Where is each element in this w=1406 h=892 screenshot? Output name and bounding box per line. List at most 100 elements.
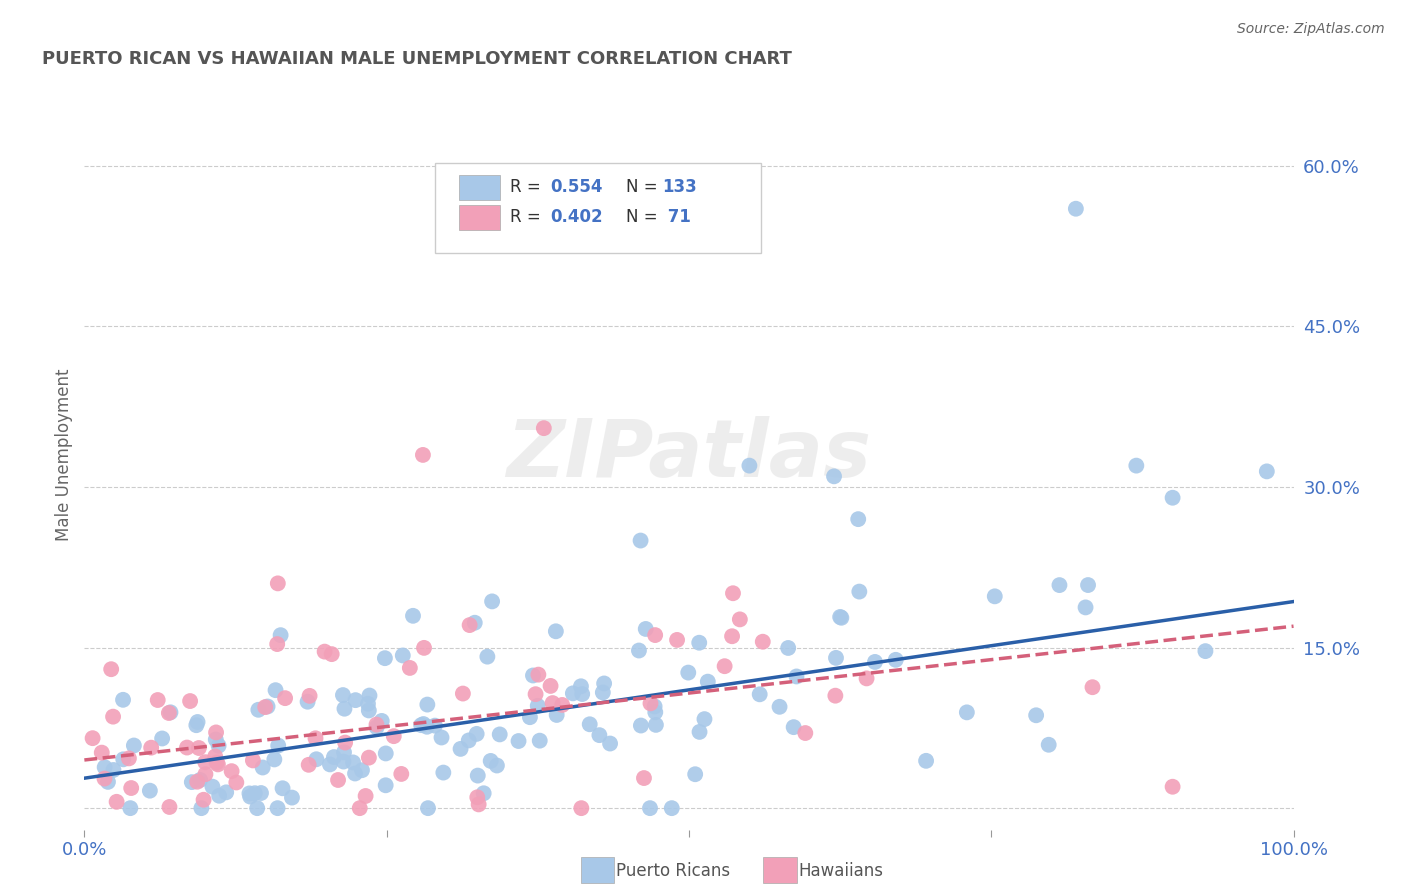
Point xyxy=(413,640,436,655)
Point xyxy=(540,679,562,693)
FancyBboxPatch shape xyxy=(460,204,501,230)
Point xyxy=(187,741,209,756)
Text: ZIPatlas: ZIPatlas xyxy=(506,416,872,494)
Point xyxy=(524,687,547,701)
Point xyxy=(465,727,488,741)
Point xyxy=(374,778,396,792)
Point xyxy=(326,772,349,787)
Point xyxy=(215,785,238,799)
Point xyxy=(357,703,380,717)
Point xyxy=(112,693,135,707)
Point xyxy=(190,801,212,815)
Point xyxy=(464,615,486,630)
Point xyxy=(416,698,439,712)
Point xyxy=(689,725,711,739)
Point xyxy=(298,689,321,703)
Point xyxy=(823,469,845,483)
Point xyxy=(221,764,243,779)
Point xyxy=(90,746,112,760)
Point xyxy=(519,710,541,724)
Point xyxy=(357,697,380,711)
Point xyxy=(314,645,336,659)
Point xyxy=(640,697,662,711)
Point xyxy=(430,731,453,745)
Point xyxy=(488,727,510,741)
Point xyxy=(194,767,217,781)
Point xyxy=(239,789,262,804)
Point xyxy=(332,755,354,769)
Point xyxy=(264,683,287,698)
Point xyxy=(256,699,278,714)
Point xyxy=(250,786,273,800)
Point xyxy=(319,757,342,772)
Point xyxy=(120,801,142,815)
Point xyxy=(956,706,979,720)
Point xyxy=(100,662,122,676)
Point xyxy=(366,717,388,731)
Point xyxy=(267,739,290,753)
Point xyxy=(412,448,434,462)
Point xyxy=(863,655,886,669)
Point xyxy=(305,752,328,766)
Point xyxy=(644,699,666,714)
Point xyxy=(342,756,364,770)
Point xyxy=(984,590,1007,604)
Point xyxy=(188,772,211,787)
Point xyxy=(242,753,264,767)
Point xyxy=(82,731,104,746)
Point xyxy=(101,709,124,723)
Text: Puerto Ricans: Puerto Ricans xyxy=(616,862,730,880)
Point xyxy=(186,718,208,732)
Text: PUERTO RICAN VS HAWAIIAN MALE UNEMPLOYMENT CORRELATION CHART: PUERTO RICAN VS HAWAIIAN MALE UNEMPLOYME… xyxy=(42,50,792,68)
Point xyxy=(1074,600,1097,615)
Point xyxy=(186,774,208,789)
Point xyxy=(205,725,228,739)
Point xyxy=(1049,578,1071,592)
Point xyxy=(266,637,288,651)
Text: N =: N = xyxy=(626,209,664,227)
Point xyxy=(467,768,489,782)
FancyBboxPatch shape xyxy=(460,175,501,200)
Point xyxy=(825,651,848,665)
Point xyxy=(411,718,433,732)
Point xyxy=(93,772,115,786)
Point xyxy=(157,706,180,720)
Point xyxy=(247,703,270,717)
Point xyxy=(423,719,446,733)
Point xyxy=(208,789,231,803)
Point xyxy=(252,760,274,774)
Point xyxy=(402,608,425,623)
Point xyxy=(333,735,356,749)
Point xyxy=(855,672,877,686)
Point xyxy=(398,661,420,675)
Point xyxy=(794,726,817,740)
Text: R =: R = xyxy=(510,209,546,227)
Point xyxy=(546,708,568,723)
Point xyxy=(477,649,499,664)
Point xyxy=(350,763,373,777)
Point xyxy=(416,801,439,815)
Point xyxy=(159,800,181,814)
Point xyxy=(529,733,551,747)
Point xyxy=(349,801,371,815)
Point xyxy=(721,629,744,643)
Point xyxy=(644,705,666,719)
Text: 133: 133 xyxy=(662,178,697,196)
Point xyxy=(366,720,388,734)
Point xyxy=(561,686,583,700)
FancyBboxPatch shape xyxy=(434,162,762,252)
Point xyxy=(97,775,120,789)
Point xyxy=(683,767,706,781)
Point xyxy=(638,801,661,815)
Point xyxy=(120,780,142,795)
Point xyxy=(678,665,700,680)
Point xyxy=(304,731,326,746)
Point xyxy=(824,689,846,703)
Point xyxy=(451,687,474,701)
Point xyxy=(207,757,229,772)
Point xyxy=(374,651,396,665)
Point xyxy=(105,795,128,809)
Point xyxy=(846,512,869,526)
Point xyxy=(522,668,544,682)
Text: N =: N = xyxy=(626,178,664,196)
